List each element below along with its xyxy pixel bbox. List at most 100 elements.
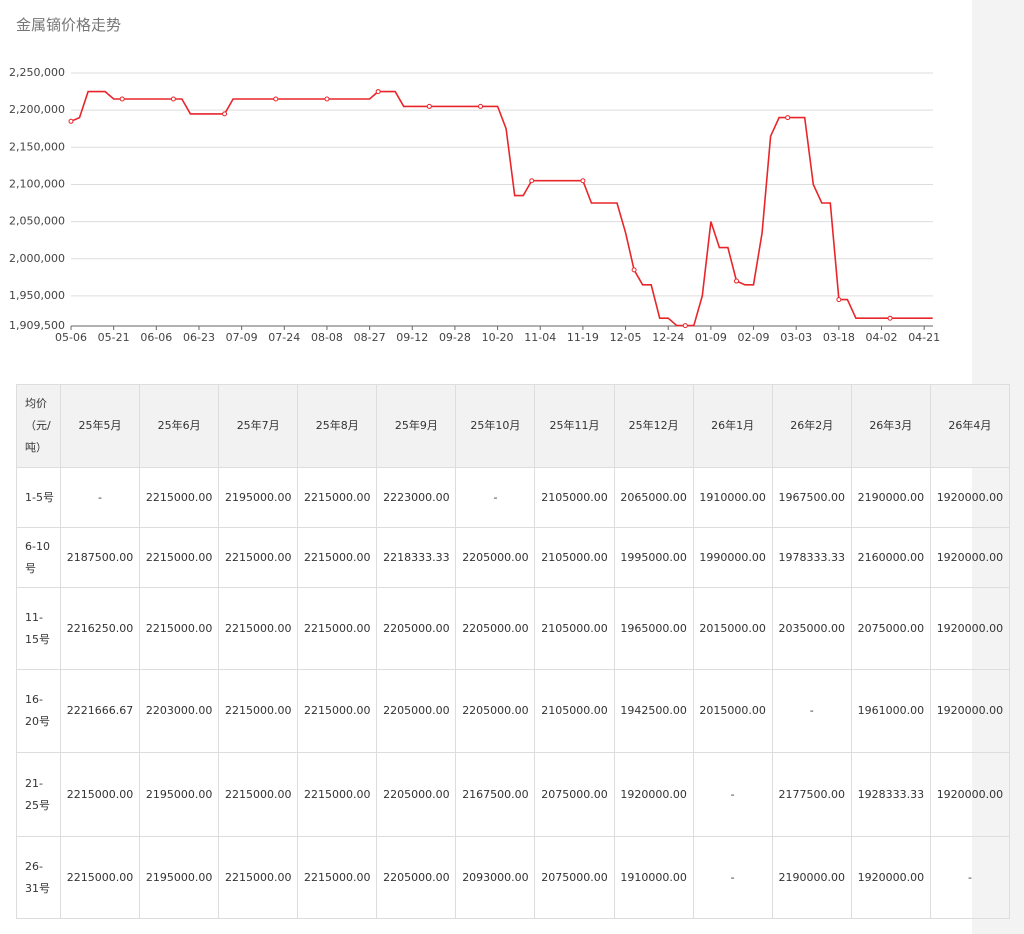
table-row: 6-10号 2187500.00 2215000.00 2215000.00 22150… (16, 527, 1011, 588)
header-cell: 25年10月 (455, 384, 536, 468)
y-tick-label: 1,950,000 (9, 289, 65, 302)
table-cell: 1920000.00 (929, 467, 1011, 528)
row-label: 11-15号 (16, 587, 61, 670)
point-marker (785, 115, 791, 121)
header-cell: 25年12月 (613, 384, 694, 468)
table-cell: 2187500.00 (59, 527, 141, 588)
header-cell: 25年5月 (59, 384, 141, 468)
table-cell: 2205000.00 (455, 669, 536, 753)
table-cell: 2215000.00 (297, 669, 378, 753)
table-cell: 2093000.00 (455, 836, 536, 919)
point-marker (836, 297, 842, 303)
x-tick-label: 09-28 (439, 331, 471, 344)
header-cell: 25年11月 (534, 384, 615, 468)
point-marker (682, 323, 688, 329)
table-cell: 2105000.00 (534, 669, 615, 753)
x-tick-label: 03-03 (780, 331, 812, 344)
table-cell: 1928333.33 (850, 752, 931, 837)
table-cell: 2215000.00 (59, 752, 141, 837)
table-cell: - (771, 669, 852, 753)
point-marker (68, 118, 74, 124)
header-cell: 25年6月 (139, 384, 220, 468)
table-row: 26-31号 2215000.00 2195000.00 2215000.00 2215… (16, 836, 1011, 919)
y-tick-label: 2,000,000 (9, 252, 65, 265)
row-label: 1-5号 (16, 467, 61, 528)
table-cell: 2035000.00 (771, 587, 852, 670)
x-tick-label: 04-02 (866, 331, 898, 344)
table-cell: 1967500.00 (771, 467, 852, 528)
x-tick-label: 11-04 (524, 331, 556, 344)
x-tick-label: 06-06 (140, 331, 172, 344)
x-tick-label: 01-09 (695, 331, 727, 344)
row-label: 26-31号 (16, 836, 61, 919)
y-tick-label: 2,100,000 (9, 177, 65, 190)
table-cell: 2177500.00 (771, 752, 852, 837)
table-cell: 2075000.00 (534, 752, 615, 837)
x-tick-label: 06-23 (183, 331, 215, 344)
x-tick-label: 08-08 (311, 331, 343, 344)
y-tick-label: 2,250,000 (9, 66, 65, 79)
x-tick-label: 11-19 (567, 331, 599, 344)
header-cell: 25年9月 (376, 384, 457, 468)
table-cell: 2215000.00 (218, 527, 299, 588)
row-label: 16-20号 (16, 669, 61, 753)
table-cell: - (692, 752, 773, 837)
x-tick-label: 04-21 (908, 331, 940, 344)
chart-title: 金属镝价格走势 (16, 16, 122, 34)
table-cell: 2215000.00 (218, 752, 299, 837)
table-cell: 1920000.00 (929, 669, 1011, 753)
table-cell: 2215000.00 (297, 587, 378, 670)
table-cell: 2223000.00 (376, 467, 457, 528)
table-cell: 1965000.00 (613, 587, 694, 670)
table-cell: 2205000.00 (376, 587, 457, 670)
table-row: 11-15号 2216250.00 2215000.00 2215000.00 2215… (16, 587, 1011, 670)
table-cell: 2215000.00 (297, 527, 378, 588)
chart: 1,909,500 1,950,000 2,000,000 2,050,000 2,10… (9, 66, 940, 344)
point-marker (529, 178, 535, 184)
point-marker (887, 315, 893, 321)
table-cell: 1995000.00 (613, 527, 694, 588)
point-marker (478, 103, 484, 109)
x-tick-label: 03-18 (823, 331, 855, 344)
x-tick-label: 09-12 (396, 331, 428, 344)
table-cell: 2216250.00 (59, 587, 141, 670)
table-cell: 2190000.00 (850, 467, 931, 528)
point-marker (426, 103, 432, 109)
y-tick-label: 2,200,000 (9, 103, 65, 116)
table-cell: 2215000.00 (297, 467, 378, 528)
table-cell: 2215000.00 (218, 587, 299, 670)
table-cell: 1920000.00 (929, 752, 1011, 837)
x-tick-label: 10-20 (482, 331, 514, 344)
x-tick-label: 02-09 (738, 331, 770, 344)
table-row: 1-5号 -2215000.00 2195000.00 2215000.00 22230… (16, 467, 1011, 528)
price-line (70, 90, 933, 327)
table-cell: 2195000.00 (139, 836, 220, 919)
point-marker (119, 96, 125, 102)
table-row: 16-20号 2221666.67 2203000.00 2215000.00 2215… (16, 669, 1011, 753)
header-cell: 25年8月 (297, 384, 378, 468)
header-cell: 25年7月 (218, 384, 299, 468)
x-tick-label: 12-24 (652, 331, 684, 344)
x-tick-label: 07-24 (268, 331, 300, 344)
x-tick-label: 05-06 (55, 331, 87, 344)
table-cell: 2215000.00 (218, 669, 299, 753)
point-marker (273, 96, 279, 102)
table-cell: 2215000.00 (139, 467, 220, 528)
table-cell: - (929, 836, 1011, 919)
table-cell: 2105000.00 (534, 527, 615, 588)
row-label: 6-10号 (16, 527, 61, 588)
table-cell: 2203000.00 (139, 669, 220, 753)
table-cell: 2215000.00 (139, 527, 220, 588)
table-cell: 2218333.33 (376, 527, 457, 588)
table-cell: 1978333.33 (771, 527, 852, 588)
x-tick-label: 08-27 (354, 331, 386, 344)
table-cell: 2167500.00 (455, 752, 536, 837)
table-cell: 2205000.00 (376, 836, 457, 919)
table-cell: 1990000.00 (692, 527, 773, 588)
table-cell: - (59, 467, 141, 528)
table-cell: 2215000.00 (139, 587, 220, 670)
table-cell: 2015000.00 (692, 587, 773, 670)
point-marker (375, 89, 381, 95)
table-cell: 1920000.00 (850, 836, 931, 919)
